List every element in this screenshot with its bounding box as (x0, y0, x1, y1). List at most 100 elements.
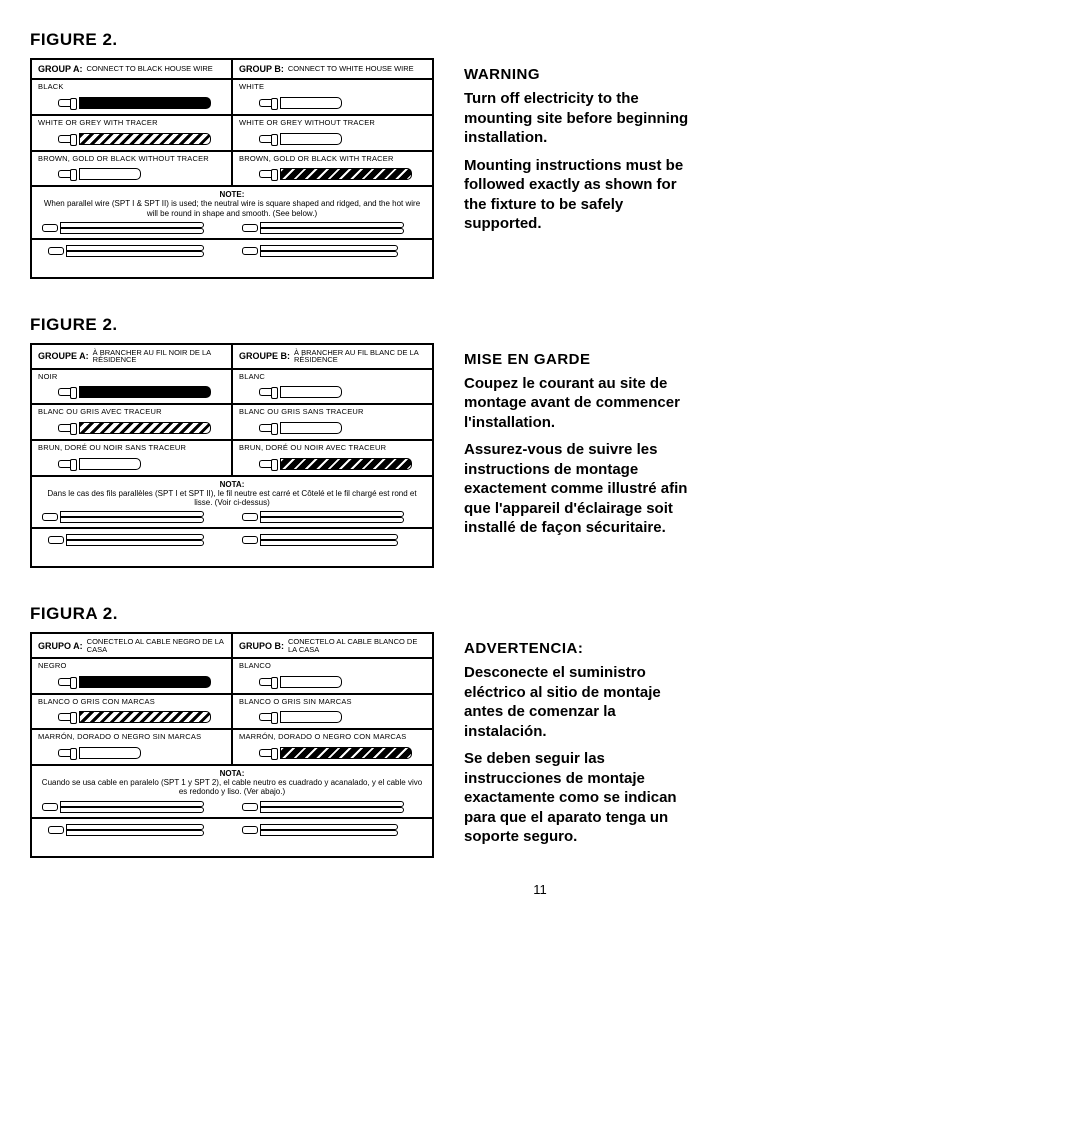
wire-label: BROWN, GOLD OR BLACK WITHOUT TRACER (38, 155, 225, 164)
wire-illustration (239, 675, 426, 689)
wire-illustration (38, 746, 225, 760)
wire-illustration (38, 385, 225, 399)
warning-paragraph: Se deben seguir las instrucciones de mon… (464, 749, 694, 847)
figure-title: FIGURA 2. (30, 604, 434, 624)
wire-illustration (239, 167, 426, 181)
parallel-wire-illustration (260, 510, 404, 524)
wire-illustration (38, 421, 225, 435)
wire-illustration (239, 385, 426, 399)
warning-paragraph: Coupez le courant au site de montage ava… (464, 374, 694, 433)
parallel-wire-illustration (60, 510, 204, 524)
wire-cell: BLANCO O GRIS SIN MARCAS (233, 695, 432, 731)
wire-cell: MARRÓN, DORADO O NEGRO CON MARCAS (233, 730, 432, 766)
wire-label: WHITE OR GREY WITH TRACER (38, 119, 225, 128)
table-row: NOIR BLANC (32, 370, 432, 406)
wire-illustration (239, 132, 426, 146)
parallel-wire-illustration (60, 800, 204, 814)
table-row: BROWN, GOLD OR BLACK WITHOUT TRACER BROWN… (32, 152, 432, 188)
wire-illustration (38, 710, 225, 724)
wire-label: BLANC (239, 373, 426, 382)
wire-table: GROUPE A:À BRANCHER AU FIL NOIR DE LA RÉ… (30, 343, 434, 568)
wire-illustration (239, 421, 426, 435)
wire-label: BLANC OU GRIS SANS TRACEUR (239, 408, 426, 417)
table-row: MARRÓN, DORADO O NEGRO SIN MARCAS MARRÓN,… (32, 730, 432, 766)
wire-label: BROWN, GOLD OR BLACK WITH TRACER (239, 155, 426, 164)
wire-label: NOIR (38, 373, 225, 382)
table-row: BLANCO O GRIS CON MARCAS BLANCO O GRIS SI… (32, 695, 432, 731)
wire-cell: BLANC OU GRIS AVEC TRACEUR (32, 405, 233, 441)
table-row: BLACK WHITE (32, 80, 432, 116)
note-row: NOTA: Cuando se usa cable en paralelo (S… (32, 766, 432, 819)
group-a-header: GROUPE A:À BRANCHER AU FIL NOIR DE LA RÉ… (32, 345, 233, 370)
warning-paragraph: Mounting instructions must be followed e… (464, 156, 694, 234)
wire-label: BLANCO O GRIS CON MARCAS (38, 698, 225, 707)
wire-label: WHITE OR GREY WITHOUT TRACER (239, 119, 426, 128)
wire-cell: BLANCO (233, 659, 432, 695)
wire-label: BLACK (38, 83, 225, 92)
note-row: NOTA: Dans le cas des fils parallèles (S… (32, 477, 432, 530)
wire-label: MARRÓN, DORADO O NEGRO SIN MARCAS (38, 733, 225, 742)
wire-cell: BRUN, DORÉ OU NOIR SANS TRACEUR (32, 441, 233, 477)
bottom-wire-row (32, 529, 432, 566)
group-b-header: GROUPE B:À BRANCHER AU FIL BLANC DE LA R… (233, 345, 432, 370)
table-row: BRUN, DORÉ OU NOIR SANS TRACEUR BRUN, DOR… (32, 441, 432, 477)
wire-illustration (239, 746, 426, 760)
bottom-wire-row (32, 240, 432, 277)
wire-cell: WHITE (233, 80, 432, 116)
wire-table: GROUP A:CONNECT TO BLACK HOUSE WIREGROUP… (30, 58, 434, 279)
language-block-es: FIGURA 2. GRUPO A:CONECTELO AL CABLE NEGR… (30, 604, 1050, 857)
table-row: WHITE OR GREY WITH TRACER WHITE OR GREY W… (32, 116, 432, 152)
wire-cell: WHITE OR GREY WITH TRACER (32, 116, 233, 152)
parallel-wire-illustration (260, 800, 404, 814)
wire-illustration (38, 167, 225, 181)
wire-label: NEGRO (38, 662, 225, 671)
wire-cell: BLANCO O GRIS CON MARCAS (32, 695, 233, 731)
wire-label: MARRÓN, DORADO O NEGRO CON MARCAS (239, 733, 426, 742)
page-number: 11 (30, 882, 1050, 897)
wire-illustration (38, 96, 225, 110)
wire-cell: WHITE OR GREY WITHOUT TRACER (233, 116, 432, 152)
group-b-header: GRUPO B:CONECTELO AL CABLE BLANCO DE LA … (233, 634, 432, 659)
wire-cell: NOIR (32, 370, 233, 406)
warning-heading: MISE EN GARDE (464, 351, 1050, 368)
wire-illustration (38, 457, 225, 471)
wire-illustration (38, 675, 225, 689)
wire-label: BRUN, DORÉ OU NOIR SANS TRACEUR (38, 444, 225, 453)
wire-cell: MARRÓN, DORADO O NEGRO SIN MARCAS (32, 730, 233, 766)
figure-title: FIGURE 2. (30, 315, 434, 335)
wire-cell: BROWN, GOLD OR BLACK WITHOUT TRACER (32, 152, 233, 188)
parallel-wire-illustration (60, 221, 204, 235)
wire-label: WHITE (239, 83, 426, 92)
bottom-wire-row (32, 819, 432, 856)
wire-label: BLANCO O GRIS SIN MARCAS (239, 698, 426, 707)
group-b-header: GROUP B:CONNECT TO WHITE HOUSE WIRE (233, 60, 432, 80)
wire-table: GRUPO A:CONECTELO AL CABLE NEGRO DE LA C… (30, 632, 434, 857)
wire-cell: BLANC (233, 370, 432, 406)
wire-illustration (239, 710, 426, 724)
warning-body: Coupez le courant au site de montage ava… (464, 374, 694, 538)
wire-cell: BLACK (32, 80, 233, 116)
wire-cell: BROWN, GOLD OR BLACK WITH TRACER (233, 152, 432, 188)
warning-heading: WARNING (464, 66, 1050, 83)
group-a-header: GRUPO A:CONECTELO AL CABLE NEGRO DE LA C… (32, 634, 233, 659)
wire-label: BLANCO (239, 662, 426, 671)
wire-cell: BRUN, DORÉ OU NOIR AVEC TRACEUR (233, 441, 432, 477)
table-row: BLANC OU GRIS AVEC TRACEUR BLANC OU GRIS … (32, 405, 432, 441)
group-a-header: GROUP A:CONNECT TO BLACK HOUSE WIRE (32, 60, 233, 80)
wire-cell: BLANC OU GRIS SANS TRACEUR (233, 405, 432, 441)
warning-body: Desconecte el suministro eléctrico al si… (464, 663, 694, 847)
language-block-fr: FIGURE 2. GROUPE A:À BRANCHER AU FIL NOIR… (30, 315, 1050, 568)
wire-label: BRUN, DORÉ OU NOIR AVEC TRACEUR (239, 444, 426, 453)
wire-cell: NEGRO (32, 659, 233, 695)
wire-illustration (239, 457, 426, 471)
note-row: NOTE: When parallel wire (SPT I & SPT II… (32, 187, 432, 240)
warning-paragraph: Desconecte el suministro eléctrico al si… (464, 663, 694, 741)
parallel-wire-illustration (260, 221, 404, 235)
warning-body: Turn off electricity to the mounting sit… (464, 89, 694, 234)
table-row: NEGRO BLANCO (32, 659, 432, 695)
wire-illustration (38, 132, 225, 146)
warning-paragraph: Turn off electricity to the mounting sit… (464, 89, 694, 148)
wire-label: BLANC OU GRIS AVEC TRACEUR (38, 408, 225, 417)
warning-heading: ADVERTENCIA: (464, 640, 1050, 657)
warning-paragraph: Assurez-vous de suivre les instructions … (464, 440, 694, 538)
